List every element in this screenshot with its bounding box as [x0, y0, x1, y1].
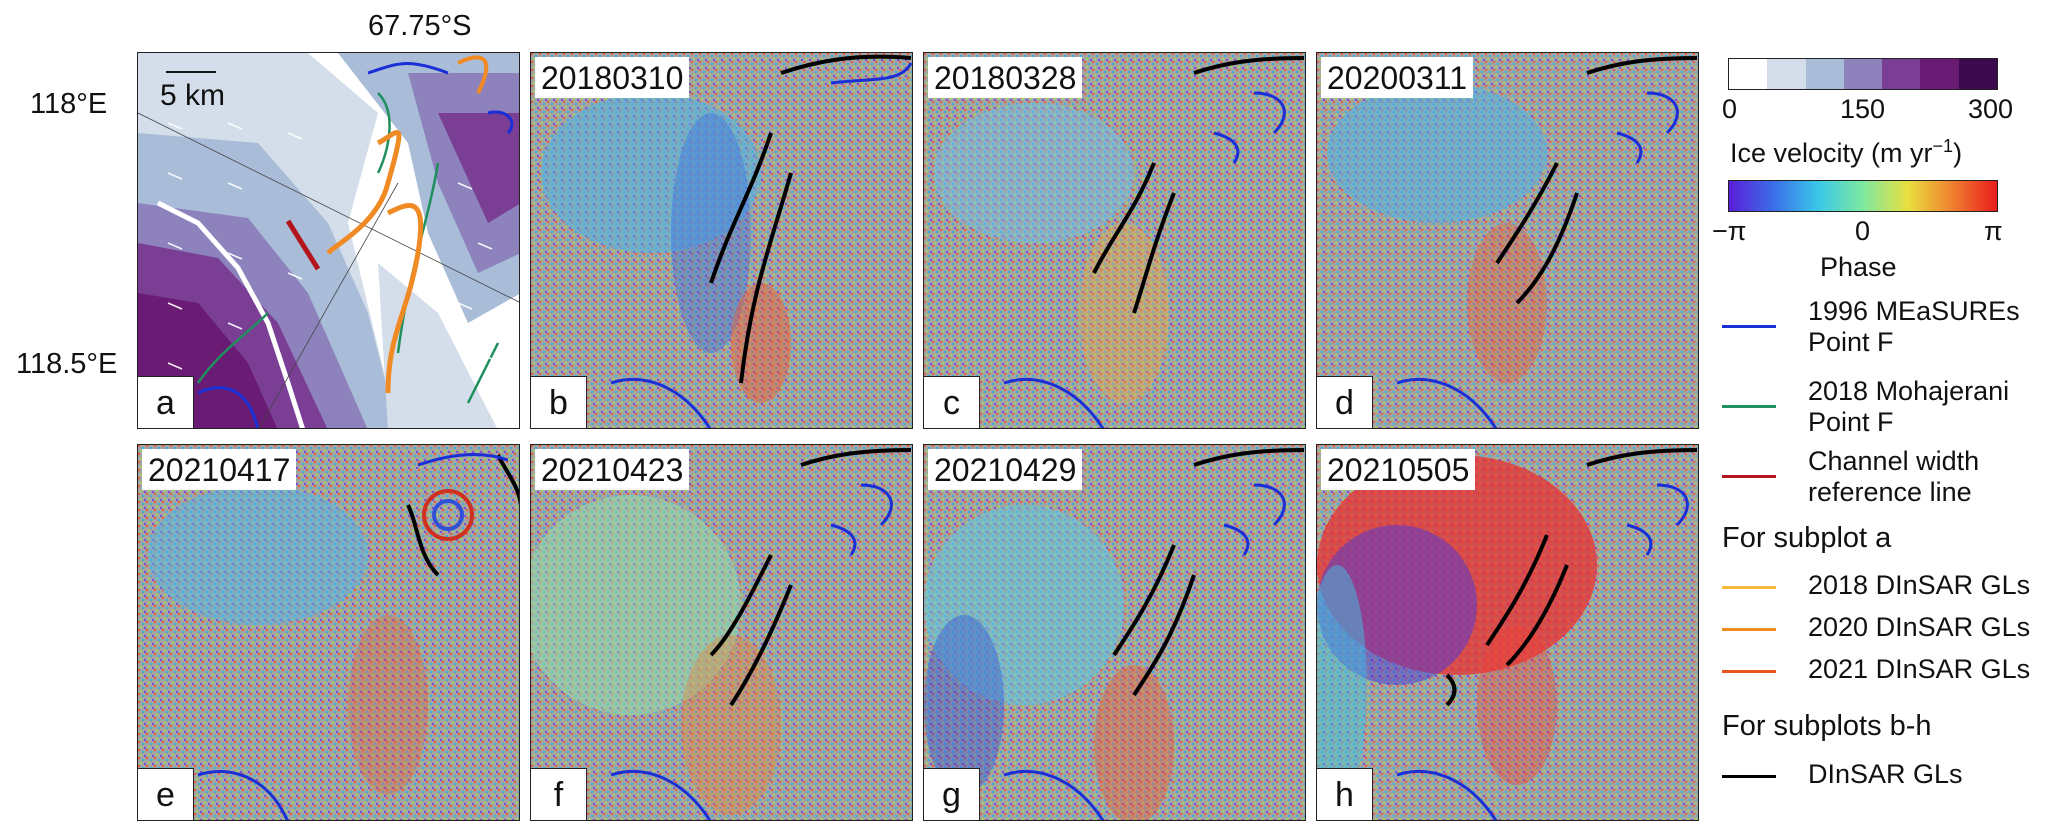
- panel-date-c: 20180328: [928, 57, 1083, 98]
- panel-date-h: 20210505: [1321, 449, 1476, 490]
- panel-letter-b: b: [531, 376, 587, 428]
- legend-line-2020: [1722, 628, 1776, 631]
- panel-d: 20200311 d: [1316, 52, 1699, 429]
- panel-date-g: 20210429: [928, 449, 1083, 490]
- phase-colorbar-label: Phase: [1820, 252, 1897, 282]
- phase-tick-zero: 0: [1855, 216, 1871, 246]
- velocity-tick-0: 0: [1722, 94, 1738, 124]
- panel-g: 20210429 g: [923, 444, 1306, 821]
- legend-label-channel-width: Channel width reference line: [1808, 446, 1980, 507]
- panel-date-d: 20200311: [1321, 57, 1473, 98]
- legend-line-channel-width: [1722, 475, 1776, 478]
- panel-letter-c: c: [924, 376, 980, 428]
- scale-bar: [166, 71, 216, 73]
- phase-tick-neg-pi: −π: [1712, 216, 1747, 246]
- panel-b: 20180310 b: [530, 52, 913, 429]
- interferogram: [531, 445, 912, 820]
- legend-label-measures: 1996 MEaSUREs Point F: [1808, 296, 2020, 357]
- latitude-label: 67.75°S: [368, 10, 472, 42]
- panel-f: 20210423 f: [530, 444, 913, 821]
- phase-tick-pi: π: [1984, 216, 2003, 246]
- legend-line-2021: [1722, 670, 1776, 673]
- panel-letter-g: g: [924, 768, 980, 820]
- panel-c: 20180328 c: [923, 52, 1306, 429]
- panel-letter-e: e: [138, 768, 194, 820]
- scale-bar-label: 5 km: [160, 79, 226, 112]
- panel-h: 20210505 h: [1316, 444, 1699, 821]
- interferogram: [531, 53, 912, 428]
- panel-date-e: 20210417: [142, 449, 297, 490]
- legend-label-2021: 2021 DInSAR GLs: [1808, 654, 2031, 684]
- legend-label-mohajerani: 2018 Mohajerani Point F: [1808, 376, 2010, 437]
- interferogram: [924, 445, 1305, 820]
- velocity-swatch: [1920, 59, 1959, 89]
- legend-line-dinsar: [1722, 775, 1776, 778]
- phase-colorbar: [1728, 180, 1998, 212]
- velocity-swatch: [1882, 59, 1921, 89]
- panel-date-f: 20210423: [535, 449, 690, 490]
- panel-letter-h: h: [1317, 768, 1373, 820]
- velocity-swatch: [1805, 59, 1844, 89]
- panel-e: 20210417 e: [137, 444, 520, 821]
- velocity-swatch: [1729, 59, 1768, 89]
- velocity-swatch: [1767, 59, 1806, 89]
- longitude-label-118-5: 118.5°E: [16, 348, 118, 380]
- velocity-swatch: [1843, 59, 1883, 89]
- velocity-colorbar-label: Ice velocity (m yr−1): [1730, 136, 1963, 168]
- legend-heading-subplots-bh: For subplots b-h: [1722, 710, 1932, 742]
- legend-label-2020: 2020 DInSAR GLs: [1808, 612, 2031, 642]
- interferogram: [1317, 53, 1698, 428]
- panel-a: 5 km a: [137, 52, 520, 429]
- velocity-colorbar: [1728, 58, 1998, 90]
- velocity-arrows: [167, 122, 493, 370]
- legend-line-2018: [1722, 586, 1776, 589]
- longitude-label-118: 118°E: [30, 88, 108, 120]
- velocity-map: [138, 53, 519, 428]
- interferogram: [924, 53, 1305, 428]
- legend-label-dinsar: DInSAR GLs: [1808, 759, 1963, 789]
- legend-line-mohajerani: [1722, 405, 1776, 408]
- interferogram: [1317, 445, 1698, 820]
- velocity-tick-150: 150: [1840, 94, 1886, 124]
- velocity-swatch: [1958, 59, 1997, 89]
- legend-line-measures: [1722, 325, 1776, 328]
- panel-date-b: 20180310: [535, 57, 690, 98]
- legend-heading-subplot-a: For subplot a: [1722, 522, 1892, 554]
- velocity-tick-300: 300: [1968, 94, 2014, 124]
- panel-letter-f: f: [531, 768, 587, 820]
- panel-letter-d: d: [1317, 376, 1373, 428]
- interferogram: [138, 445, 519, 820]
- panel-letter-a: a: [138, 376, 194, 428]
- legend-label-2018: 2018 DInSAR GLs: [1808, 570, 2031, 600]
